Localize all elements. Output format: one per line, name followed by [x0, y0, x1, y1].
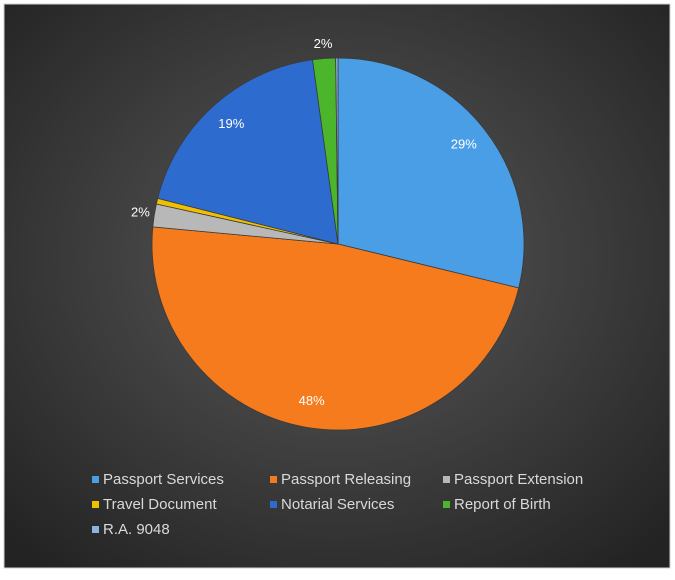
legend-label: R.A. 9048	[103, 521, 170, 538]
data-label: 2%	[131, 205, 150, 220]
legend-label: Notarial Services	[281, 496, 394, 513]
legend-label: Passport Services	[103, 471, 224, 488]
data-label: 19%	[218, 116, 244, 131]
legend-label: Passport Extension	[454, 471, 583, 488]
legend-swatch	[443, 501, 450, 508]
legend-swatch	[92, 526, 99, 533]
data-label: 48%	[299, 393, 325, 408]
pie-slice	[335, 57, 339, 245]
legend-label: Passport Releasing	[281, 471, 411, 488]
legend-swatch	[92, 501, 99, 508]
data-label: 29%	[451, 137, 477, 152]
legend-swatch	[443, 476, 450, 483]
pie-slice	[337, 57, 525, 289]
legend-swatch	[92, 476, 99, 483]
pie-slice	[157, 59, 339, 245]
legend-label: Travel Document	[103, 496, 217, 513]
data-label: 2%	[314, 36, 333, 51]
legend-label: Report of Birth	[454, 496, 551, 513]
legend-swatch	[270, 476, 277, 483]
legend-swatch	[270, 501, 277, 508]
pie-slice	[151, 226, 520, 431]
